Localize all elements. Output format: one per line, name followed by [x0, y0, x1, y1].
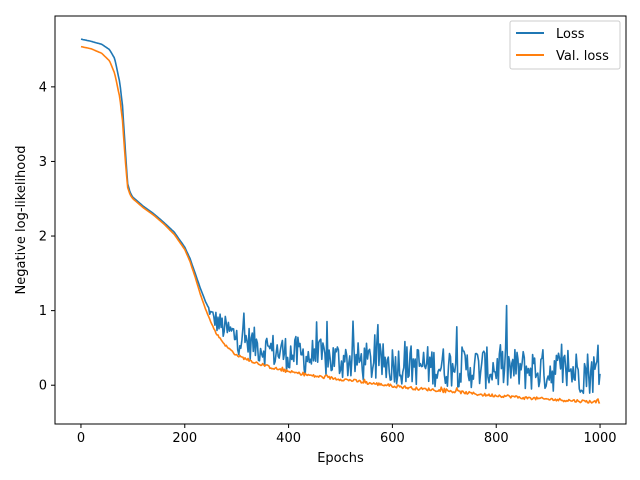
x-axis-label: Epochs: [317, 451, 364, 466]
x-tick-label: 600: [380, 431, 405, 446]
y-axis-ticks: 0 1 2 3 4: [39, 80, 55, 394]
y-tick-label: 4: [39, 80, 47, 95]
x-axis-ticks: 0 200 400 600 800 1000: [77, 424, 617, 446]
legend: Loss Val. loss: [509, 20, 621, 70]
y-axis-label: Negative log-likelihood: [14, 146, 29, 295]
x-tick-label: 1000: [583, 431, 616, 446]
legend-label-loss: Loss: [556, 27, 585, 42]
y-tick-label: 2: [39, 230, 47, 245]
y-tick-label: 1: [39, 304, 47, 319]
plot-frame: [54, 15, 627, 425]
y-tick-label: 0: [39, 379, 47, 394]
x-tick-label: 200: [172, 431, 197, 446]
y-tick-label: 3: [39, 155, 47, 170]
x-tick-label: 800: [484, 431, 509, 446]
x-tick-label: 400: [276, 431, 301, 446]
plot-lines: [80, 38, 601, 404]
legend-label-val-loss: Val. loss: [556, 49, 609, 64]
series-line-loss: [80, 38, 601, 395]
series-line-val-loss: [80, 45, 601, 404]
x-tick-label: 0: [77, 431, 85, 446]
